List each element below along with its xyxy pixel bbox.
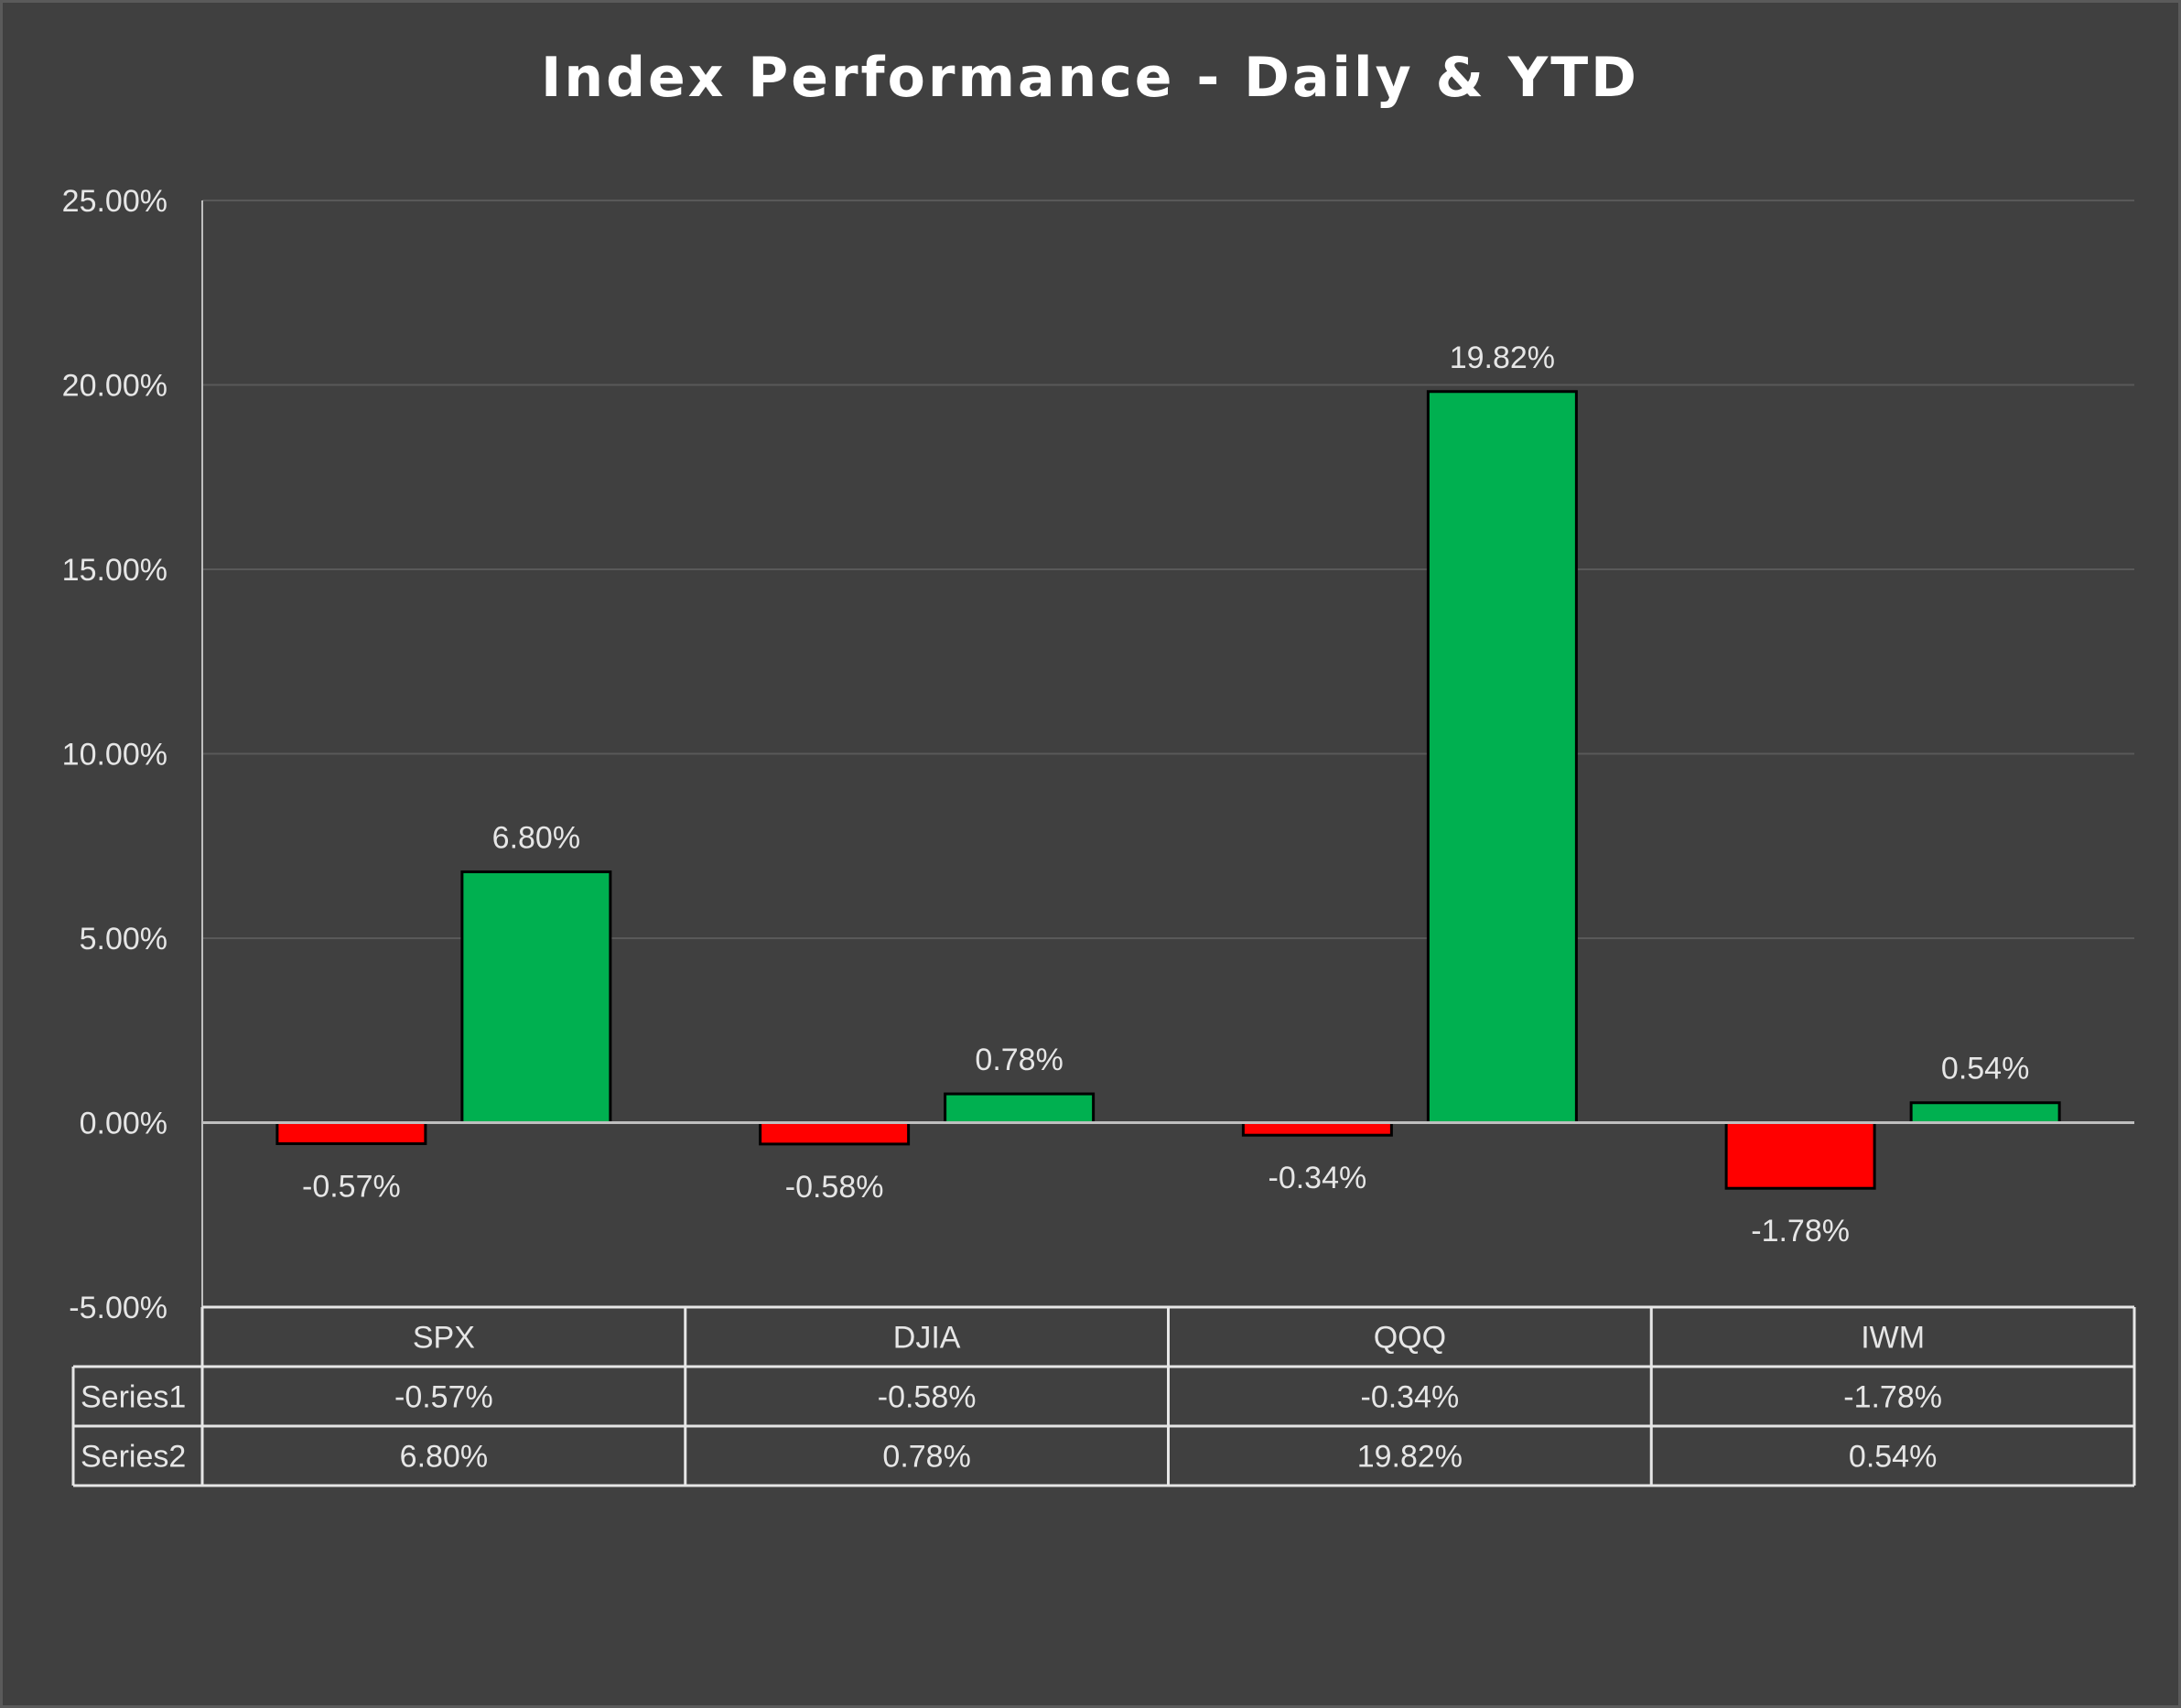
bar-series2-spx: [460, 870, 612, 1125]
table-cell: 0.54%: [1849, 1440, 1937, 1475]
table-cell: -0.34%: [1361, 1380, 1460, 1415]
bar-series1-iwm: [1724, 1121, 1876, 1190]
data-label: 19.82%: [1450, 341, 1555, 375]
category-label: SPX: [413, 1321, 475, 1356]
bar-series2-qqq: [1426, 390, 1578, 1124]
category-label: IWM: [1861, 1321, 1925, 1356]
category-label: QQQ: [1374, 1321, 1446, 1356]
data-label: 0.78%: [975, 1043, 1063, 1077]
y-tick-label: 15.00%: [62, 553, 167, 588]
table-cell: 19.82%: [1357, 1440, 1463, 1475]
table-cell: -0.58%: [878, 1380, 977, 1415]
y-tick-label: -5.00%: [69, 1291, 167, 1325]
table-cell: -1.78%: [1843, 1380, 1942, 1415]
series-name: Series2: [81, 1440, 186, 1475]
series-name: Series1: [81, 1380, 186, 1415]
bar-series2-iwm: [1909, 1101, 2061, 1125]
data-label: 0.54%: [1941, 1052, 2029, 1086]
bar-series2-djia: [944, 1092, 1096, 1125]
bar-series1-spx: [275, 1121, 427, 1145]
y-tick-label: 5.00%: [80, 922, 167, 957]
table-cell: 6.80%: [400, 1440, 488, 1475]
y-tick-label: 10.00%: [62, 738, 167, 773]
bar-series1-djia: [759, 1121, 911, 1146]
table-cell: 0.78%: [882, 1440, 970, 1475]
chart-canvas: Index Performance - Daily & YTD 25.00% 20…: [62, 46, 2136, 1487]
data-label: 6.80%: [492, 820, 580, 855]
y-tick-label: 0.00%: [80, 1107, 167, 1141]
data-label: -0.34%: [1269, 1161, 1367, 1195]
y-tick-label: 25.00%: [62, 184, 167, 219]
category-label: DJIA: [893, 1321, 961, 1356]
table-cell: -0.57%: [394, 1380, 493, 1415]
data-label: -0.58%: [785, 1170, 884, 1205]
y-tick-label: 20.00%: [62, 369, 167, 404]
chart-title: Index Performance - Daily & YTD: [541, 46, 1639, 110]
data-label: -1.78%: [1751, 1214, 1850, 1249]
data-label: -0.57%: [302, 1169, 401, 1204]
bar-series1-qqq: [1241, 1121, 1393, 1137]
